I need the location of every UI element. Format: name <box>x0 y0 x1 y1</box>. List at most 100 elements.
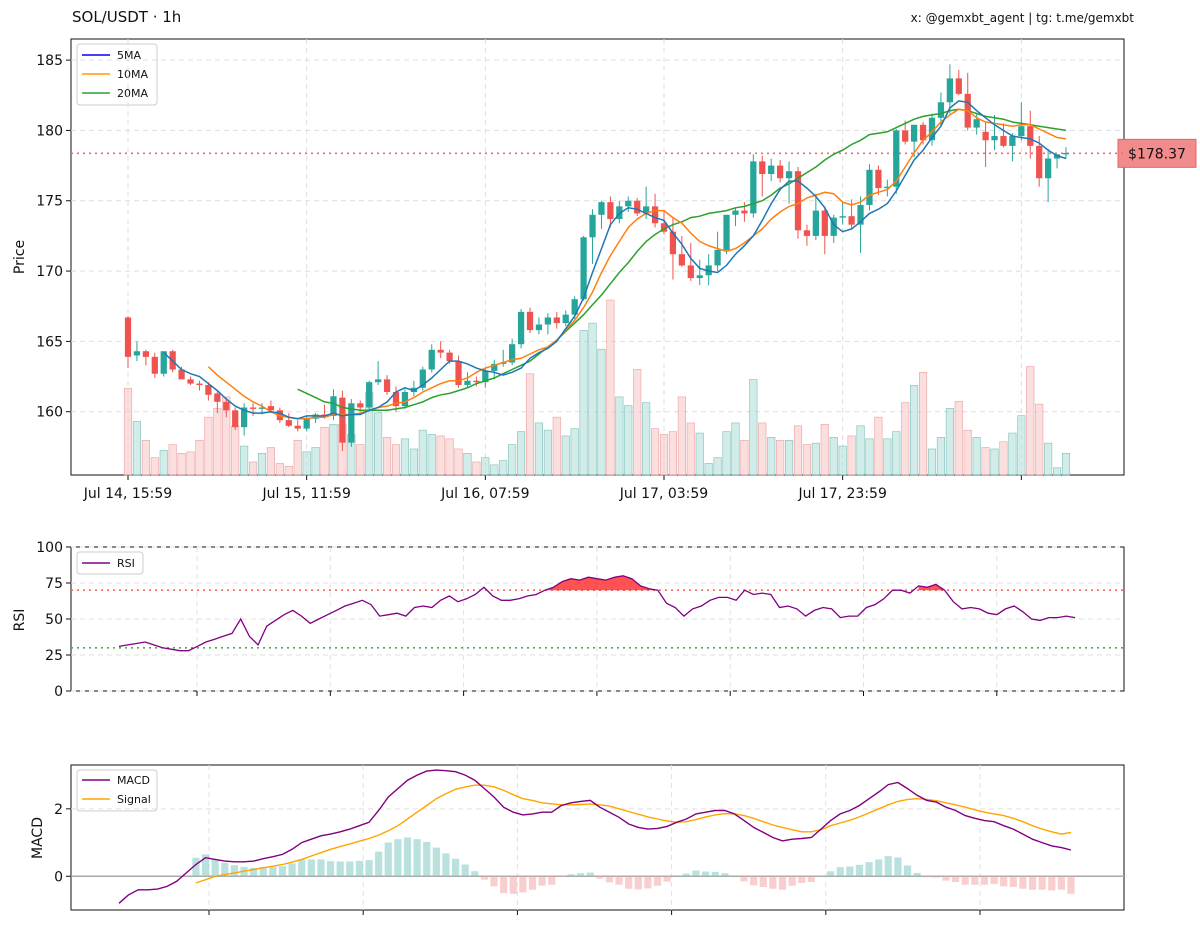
current-price-label: $178.37 <box>1128 146 1186 162</box>
volume-bar <box>275 463 284 476</box>
candle-body <box>946 78 953 103</box>
current-price-tag: $178.37 <box>1117 138 1197 168</box>
candle-body <box>205 384 212 395</box>
volume-bar <box>525 373 535 476</box>
macd-hist-bar <box>923 876 931 878</box>
candle-body <box>893 130 900 187</box>
macd-hist-bar <box>211 859 219 877</box>
volume-bar <box>383 437 392 476</box>
macd-hist-bar <box>423 841 431 877</box>
price-grid: 160 165 170 175 180 185 Jul 14, 15:59 Jul 15, 1… <box>36 39 1124 502</box>
candle-body <box>991 136 998 141</box>
macd-hist-bar <box>1057 876 1065 890</box>
macd-hist-bar <box>278 866 287 877</box>
volume-bar <box>642 402 651 476</box>
macd-hist-bar <box>519 876 527 893</box>
candle-body <box>401 392 409 407</box>
macd-hist-bar <box>490 876 498 887</box>
candle-body <box>249 407 257 409</box>
candle-body <box>678 254 685 266</box>
legend-rsi: RSI <box>117 557 135 570</box>
macd-hist-bar <box>1048 876 1056 891</box>
candle-body <box>723 214 730 250</box>
macd-hist-bar <box>980 876 989 885</box>
candle-body <box>491 363 498 371</box>
macd-hist-bar <box>807 876 815 883</box>
macd-grid: 02 <box>54 765 1124 915</box>
volume-bar <box>1008 432 1017 476</box>
volume-bar <box>561 435 570 476</box>
volume-bar <box>150 457 159 476</box>
candle-body <box>580 237 587 300</box>
macd-hist-bar <box>394 839 402 877</box>
candle-body <box>428 349 435 370</box>
macd-hist-bar <box>644 876 652 889</box>
candle-body <box>348 403 355 443</box>
volume-bar <box>409 448 418 476</box>
candle-body <box>669 231 677 255</box>
macd-hist-bar <box>538 876 546 886</box>
macd-hist-bar <box>326 861 335 877</box>
macd-hist-bar <box>711 871 719 877</box>
volume-bar <box>740 439 749 476</box>
candle-body <box>651 206 659 224</box>
volume-bar <box>213 408 222 476</box>
volume-bar <box>1035 403 1044 476</box>
volume-bar <box>776 439 785 476</box>
volume-bar <box>257 453 267 476</box>
legend-10ma: 10MA <box>117 68 148 81</box>
volume-bar <box>356 444 365 476</box>
volume-bar <box>231 425 240 476</box>
volume-bar <box>204 416 213 476</box>
candle-body <box>196 383 203 385</box>
macd-hist-bar <box>432 847 440 877</box>
volume-bar <box>659 434 669 476</box>
candle-body <box>241 407 248 428</box>
macd-hist-bar <box>365 860 373 877</box>
macd-hist-bar <box>1038 876 1046 890</box>
macd-hist-bar <box>346 861 354 877</box>
macd-hist-bar <box>942 876 950 881</box>
macd-hist-bar <box>230 865 238 877</box>
volume-bar <box>695 432 704 476</box>
macd-hist-bar <box>826 871 835 877</box>
macd-hist-bar <box>750 876 758 886</box>
volume-bar <box>856 425 865 476</box>
candle-body <box>464 380 471 385</box>
candle-body <box>517 311 525 345</box>
volume-bar <box>240 445 249 476</box>
candle-body <box>928 117 936 141</box>
rsi-grid: 0 25 50 75 100 <box>36 540 1124 700</box>
volume-bar <box>517 431 526 476</box>
macd-hist-bar <box>221 862 229 877</box>
macd-hist-bar <box>1067 876 1075 894</box>
macd-hist-bar <box>682 873 690 877</box>
volume-bar <box>132 421 141 476</box>
volume-bar <box>686 422 695 476</box>
volume-bars <box>123 299 1071 476</box>
candle-body <box>643 206 650 214</box>
candle-body <box>741 210 748 214</box>
macd-hist-bar <box>875 859 883 877</box>
macd-hist-bar <box>442 853 450 877</box>
macd-hist-bar <box>461 864 469 877</box>
volume-bar <box>972 437 981 476</box>
candle-body <box>696 275 703 279</box>
ma5-line <box>163 100 1067 420</box>
macd-hist-bar <box>269 866 277 877</box>
macd-hist-bar <box>846 866 854 877</box>
candle-body <box>285 420 292 426</box>
price-xtick-label: Jul 17, 23:59 <box>797 486 886 502</box>
volume-bar <box>374 412 383 476</box>
price-ytick-label: 170 <box>36 264 63 280</box>
volume-bar <box>293 439 302 476</box>
macd-hist-bar <box>596 876 604 879</box>
candle-body <box>142 351 149 357</box>
candle-body <box>553 317 560 324</box>
candle-body <box>267 406 275 411</box>
volume-bar <box>802 444 811 476</box>
macd-hist-bar <box>480 876 489 880</box>
volume-bar <box>749 379 758 476</box>
volume-bar <box>123 387 133 476</box>
candle-body <box>812 210 819 236</box>
